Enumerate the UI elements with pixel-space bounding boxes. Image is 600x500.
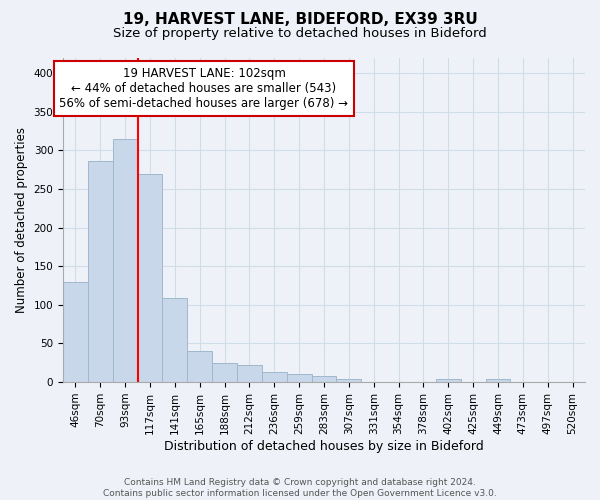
Bar [311,376,337,382]
Bar [237,365,262,382]
Text: 19, HARVEST LANE, BIDEFORD, EX39 3RU: 19, HARVEST LANE, BIDEFORD, EX39 3RU [122,12,478,28]
Bar [113,140,137,382]
Bar [63,282,88,382]
Bar [212,363,237,382]
Bar [287,374,311,382]
Text: 19 HARVEST LANE: 102sqm
← 44% of detached houses are smaller (543)
56% of semi-d: 19 HARVEST LANE: 102sqm ← 44% of detache… [59,67,349,110]
Bar [137,174,163,382]
Text: Contains HM Land Registry data © Crown copyright and database right 2024.
Contai: Contains HM Land Registry data © Crown c… [103,478,497,498]
Bar [88,161,113,382]
Bar [187,351,212,382]
Bar [337,379,361,382]
Text: Size of property relative to detached houses in Bideford: Size of property relative to detached ho… [113,28,487,40]
Y-axis label: Number of detached properties: Number of detached properties [15,127,28,313]
Bar [436,379,461,382]
Bar [163,298,187,382]
Bar [485,379,511,382]
X-axis label: Distribution of detached houses by size in Bideford: Distribution of detached houses by size … [164,440,484,452]
Bar [262,372,287,382]
